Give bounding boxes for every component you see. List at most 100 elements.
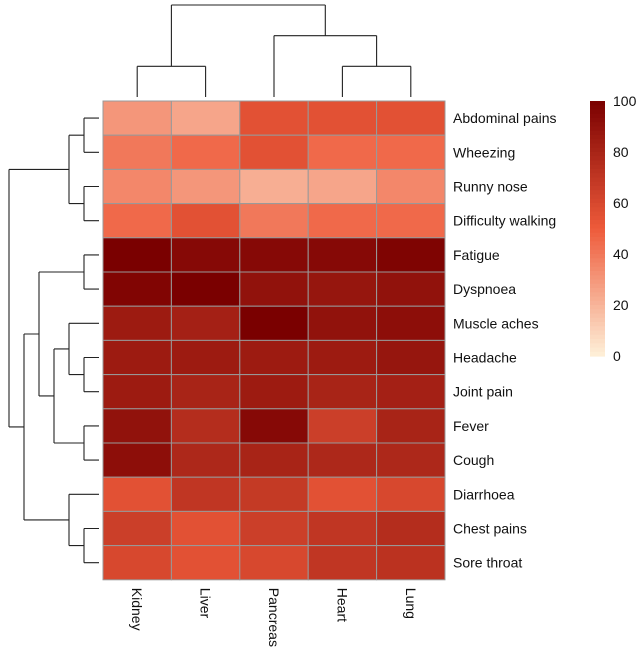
row-dendrogram-branch-12 <box>8 168 69 428</box>
colorbar-segment-6 <box>590 126 605 132</box>
heatmap-cell-difficulty-walking-liver <box>170 203 241 239</box>
colorbar-segment-36 <box>590 254 605 259</box>
colorbar-segment-17 <box>590 173 605 179</box>
column-labels: Kidney Liver Pancreas Heart Lung <box>129 588 419 647</box>
heatmap-cell-muscle-aches-liver <box>170 305 241 341</box>
heatmap-cell-fever-liver <box>170 408 241 444</box>
row-label-fatigue: Fatigue <box>453 247 500 263</box>
heatmap-cell-runny-nose-heart <box>307 168 378 205</box>
column-dendrogram-branch-0 <box>136 65 207 97</box>
row-label-cough: Cough <box>453 452 494 468</box>
heatmap-cell-cough-kidney <box>102 442 172 478</box>
column-dendrogram-branch-1 <box>341 65 412 97</box>
heatmap-cell-joint-pain-liver <box>170 374 241 410</box>
row-dendrogram-branch-11 <box>23 333 69 521</box>
colorbar-segment-58 <box>590 347 605 353</box>
heatmap-cell-chest-pains-kidney <box>102 510 172 547</box>
colorbar-tick-40: 40 <box>613 246 629 262</box>
colorbar-segment-41 <box>590 275 605 281</box>
colorbar-segment-12 <box>590 152 605 157</box>
column-label-heart: Heart <box>334 588 350 622</box>
heatmap-cell-muscle-aches-lung <box>376 305 446 341</box>
colorbar-segment-7 <box>590 130 605 136</box>
colorbar-segment-46 <box>590 296 605 302</box>
column-label-lung: Lung <box>403 588 419 619</box>
row-label-dyspnoea: Dyspnoea <box>453 281 516 297</box>
heatmap-cell-runny-nose-lung <box>376 168 446 205</box>
colorbar-segment-5 <box>590 122 605 128</box>
colorbar-segment-9 <box>590 139 605 145</box>
heatmap-cell-fatigue-kidney <box>102 237 172 273</box>
heatmap-cell-cough-pancreas <box>239 442 309 478</box>
colorbar-segment-22 <box>590 194 605 200</box>
colorbar-segment-11 <box>590 147 605 153</box>
heatmap-cell-runny-nose-kidney <box>102 168 172 205</box>
colorbar-segment-20 <box>590 186 605 191</box>
heatmap-cell-fatigue-liver <box>170 237 241 273</box>
colorbar-segment-13 <box>590 156 605 162</box>
row-label-diarrhoea: Diarrhoea <box>453 486 515 502</box>
colorbar-tick-80: 80 <box>613 144 629 160</box>
heatmap-cell-difficulty-walking-lung <box>376 203 446 239</box>
heatmap-cell-joint-pain-kidney <box>102 374 172 410</box>
colorbar-segment-24 <box>590 203 605 208</box>
colorbar-segment-49 <box>590 309 605 315</box>
heatmap-cell-sore-throat-kidney <box>102 545 172 581</box>
row-labels: Abdominal pains Wheezing Runny nose Difficu… <box>453 110 557 571</box>
colorbar-segment-27 <box>590 215 605 221</box>
colorbar-segment-37 <box>590 258 605 264</box>
colorbar-segment-54 <box>590 330 605 336</box>
colorbar-segment-48 <box>590 305 605 310</box>
heatmap-cell-headache-heart <box>307 339 378 376</box>
colorbar-segment-16 <box>590 169 605 174</box>
heatmap-cell-muscle-aches-kidney <box>102 305 172 341</box>
heatmap-cell-cough-heart <box>307 442 378 478</box>
heatmap-cell-wheezing-pancreas <box>239 134 309 170</box>
heatmap-cell-difficulty-walking-pancreas <box>239 203 309 239</box>
heatmap-cell-headache-kidney <box>102 339 172 376</box>
heatmap-cell-chest-pains-liver <box>170 510 241 547</box>
heatmap-cell-cough-lung <box>376 442 446 478</box>
colorbar-segment-10 <box>590 143 605 149</box>
heatmap-cell-fever-heart <box>307 408 378 444</box>
heatmap-cell-diarrhoea-liver <box>170 476 241 512</box>
row-label-difficulty-walking: Difficulty walking <box>453 213 556 229</box>
colorbar-segment-51 <box>590 317 605 323</box>
row-dendrogram-branch-9 <box>83 527 99 564</box>
heatmap-cell-fever-lung <box>376 408 446 444</box>
column-label-liver: Liver <box>198 588 214 619</box>
colorbar-tick-60: 60 <box>613 195 629 211</box>
colorbar-tick-20: 20 <box>613 297 629 313</box>
colorbar-segment-55 <box>590 334 605 340</box>
row-label-wheezing: Wheezing <box>453 144 515 160</box>
colorbar-segment-26 <box>590 211 605 217</box>
heatmap-cell-dyspnoea-pancreas <box>239 271 309 307</box>
colorbar-segment-3 <box>590 113 605 119</box>
heatmap-cell-fever-kidney <box>102 408 172 444</box>
heatmap-cell-wheezing-heart <box>307 134 378 170</box>
column-label-kidney: Kidney <box>129 588 145 631</box>
heatmap-cell-chest-pains-lung <box>376 510 446 547</box>
colorbar-segment-28 <box>590 220 605 225</box>
heatmap-cell-runny-nose-liver <box>170 168 241 205</box>
heatmap-cell-headache-lung <box>376 339 446 376</box>
row-dendrogram-branch-1 <box>83 185 99 222</box>
colorbar-segment-23 <box>590 198 605 204</box>
row-dendrogram-branch-6 <box>83 425 99 461</box>
colorbar-segment-42 <box>590 279 605 285</box>
column-dendrogram-branch-3 <box>170 4 326 67</box>
row-label-sore-throat: Sore throat <box>453 555 522 571</box>
row-label-headache: Headache <box>453 350 517 366</box>
column-dendrogram <box>136 4 412 97</box>
heatmap-cell-dyspnoea-liver <box>170 271 241 307</box>
heatmap-cell-difficulty-walking-heart <box>307 203 378 239</box>
colorbar-segment-31 <box>590 232 605 238</box>
colorbar-segment-18 <box>590 177 605 183</box>
colorbar-segment-25 <box>590 207 605 213</box>
heatmap-cell-muscle-aches-heart <box>307 305 378 341</box>
colorbar-segment-8 <box>590 135 605 140</box>
heatmap-cell-chest-pains-heart <box>307 510 378 547</box>
heatmap-cell-joint-pain-pancreas <box>239 374 309 410</box>
heatmap-cell-wheezing-kidney <box>102 134 172 170</box>
row-label-joint-pain: Joint pain <box>453 384 513 400</box>
